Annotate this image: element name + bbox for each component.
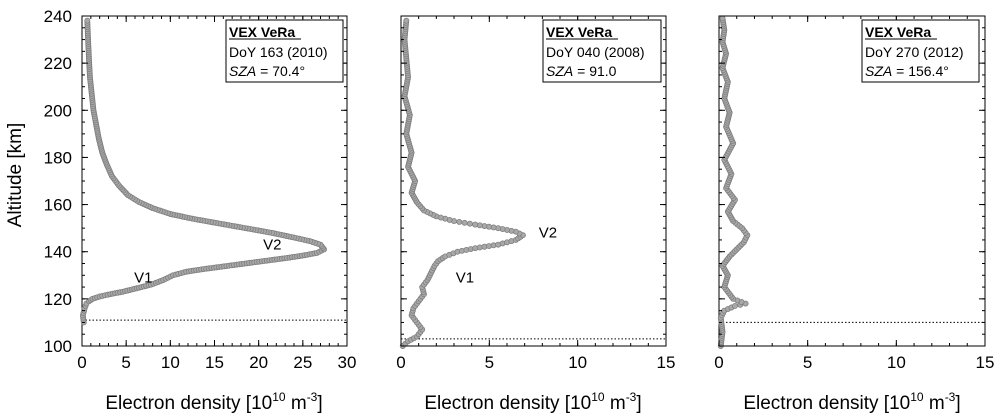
x-tick-label: 0 bbox=[396, 353, 405, 372]
panel-3-x-axis-label: Electron density [1010 m-3] bbox=[743, 390, 960, 414]
x-tick-label: 10 bbox=[887, 353, 906, 372]
panel-3-legend-title: VEX VeRa bbox=[865, 24, 931, 40]
y-tick-label: 220 bbox=[44, 54, 72, 73]
data-point bbox=[719, 15, 726, 22]
x-tick-label: 20 bbox=[249, 353, 268, 372]
y-tick-label: 240 bbox=[44, 7, 72, 26]
panel-3-points bbox=[717, 15, 751, 349]
x-tick-label: 15 bbox=[205, 353, 224, 372]
annotation-v2: V2 bbox=[539, 225, 557, 242]
annotation-v2: V2 bbox=[263, 236, 281, 253]
data-point bbox=[84, 17, 91, 24]
x-tick-label: 5 bbox=[485, 353, 494, 372]
y-tick-label: 160 bbox=[44, 196, 72, 215]
y-axis-label: Altitude [km] bbox=[5, 123, 26, 228]
x-tick-label: 15 bbox=[657, 353, 676, 372]
data-point bbox=[732, 302, 738, 309]
x-tick-label: 15 bbox=[976, 353, 995, 372]
y-tick-label: 140 bbox=[44, 243, 72, 262]
panel-2: 0 5 10 15 V1 V2 VEX VeRa DoY 040 (2008) SZA … bbox=[396, 15, 675, 414]
panel-2-legend-box bbox=[542, 19, 662, 83]
panel-3-x-ticks: 0 5 10 15 bbox=[714, 16, 994, 372]
panel-2-x-axis-label: Electron density [1010 m-3] bbox=[424, 390, 641, 414]
panel-2-y-ticks bbox=[401, 15, 666, 347]
panel-2-legend-title: VEX VeRa bbox=[546, 24, 612, 40]
panel-2-legend-doy: DoY 040 (2008) bbox=[546, 44, 645, 60]
y-tick-label: 200 bbox=[44, 101, 72, 120]
panel-2-points bbox=[399, 17, 526, 349]
data-point bbox=[472, 221, 479, 228]
panel-1-legend-box bbox=[225, 19, 344, 83]
panel-1-legend-sza: SZA = 70.4° bbox=[229, 63, 305, 79]
x-tick-label: 10 bbox=[161, 353, 180, 372]
annotation-v1: V1 bbox=[456, 269, 474, 286]
data-point bbox=[466, 220, 473, 227]
panel-1-y-ticks: 100 120 140 160 180 200 220 240 bbox=[44, 7, 347, 356]
panel-1-legend-title: VEX VeRa bbox=[229, 24, 295, 40]
x-tick-label: 25 bbox=[293, 353, 312, 372]
panel-1-annotations: V1 V2 bbox=[134, 236, 281, 286]
panel-3-legend-sza: SZA = 156.4° bbox=[865, 63, 949, 79]
x-tick-label: 0 bbox=[77, 353, 86, 372]
data-point bbox=[456, 219, 463, 225]
panel-2-legend: VEX VeRa DoY 040 (2008) SZA = 91.0 bbox=[542, 19, 662, 83]
panel-3: 0 5 10 15 VEX VeRa DoY 270 (2012) SZA = 156… bbox=[714, 15, 994, 414]
panel-1: 0 5 10 15 20 25 30 100 120 140 160 180 200 220 240 V1… bbox=[44, 7, 357, 414]
panel-1-legend-doy: DoY 163 (2010) bbox=[229, 44, 328, 60]
annotation-v1: V1 bbox=[134, 269, 152, 286]
data-point bbox=[461, 219, 468, 226]
panel-2-x-ticks: 0 5 10 15 bbox=[396, 16, 675, 372]
panel-2-legend-sza: SZA = 91.0 bbox=[546, 63, 617, 79]
y-tick-label: 120 bbox=[44, 290, 72, 309]
panel-3-legend: VEX VeRa DoY 270 (2012) SZA = 156.4° bbox=[861, 19, 980, 83]
panel-3-y-ticks bbox=[719, 15, 985, 347]
panel-3-legend-box bbox=[861, 19, 980, 83]
data-point bbox=[403, 17, 410, 24]
panel-3-legend-doy: DoY 270 (2012) bbox=[865, 44, 964, 60]
x-tick-label: 5 bbox=[121, 353, 130, 372]
x-tick-label: 0 bbox=[714, 353, 723, 372]
y-tick-label: 100 bbox=[44, 337, 72, 356]
panel-1-points bbox=[79, 17, 327, 326]
panel-1-x-ticks: 0 5 10 15 20 25 30 bbox=[77, 16, 356, 372]
panel-1-x-axis-label: Electron density [1010 m-3] bbox=[105, 390, 322, 414]
panel-2-annotations: V1 V2 bbox=[456, 225, 557, 287]
panel-1-legend: VEX VeRa DoY 163 (2010) SZA = 70.4° bbox=[225, 19, 344, 83]
y-tick-label: 180 bbox=[44, 148, 72, 167]
x-tick-label: 10 bbox=[568, 353, 587, 372]
x-tick-label: 5 bbox=[803, 353, 812, 372]
x-tick-label: 30 bbox=[338, 353, 357, 372]
